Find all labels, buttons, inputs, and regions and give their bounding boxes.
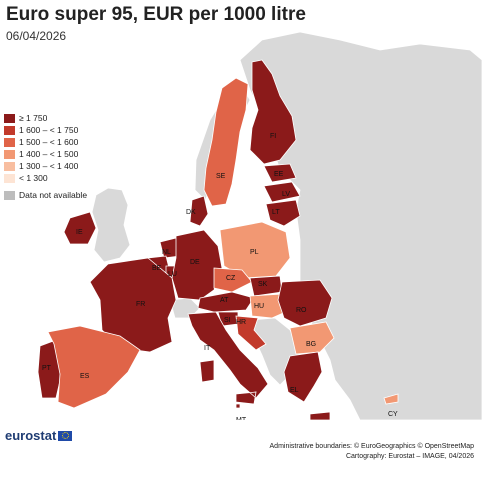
legend-item: < 1 300 xyxy=(4,172,87,184)
legend-swatch xyxy=(4,173,15,183)
country-hr xyxy=(235,315,267,351)
country-pl xyxy=(219,221,291,279)
label-el: EL xyxy=(290,387,299,394)
legend-swatch xyxy=(4,190,15,200)
label-si: SI xyxy=(224,317,231,324)
legend-item: 1 500 – < 1 600 xyxy=(4,136,87,148)
legend-swatch xyxy=(4,125,15,135)
label-it: IT xyxy=(204,345,211,352)
credit-cartography: Cartography: Eurostat – IMAGE, 04/2026 xyxy=(345,452,474,460)
country-se xyxy=(203,77,249,207)
label-nl: NL xyxy=(162,249,171,256)
legend-label: ≥ 1 750 xyxy=(19,113,48,123)
eu-countries xyxy=(37,59,399,420)
legend-label: 1 400 – < 1 500 xyxy=(19,149,79,159)
country-mt xyxy=(235,403,241,409)
label-cz: CZ xyxy=(226,275,236,282)
country-ie xyxy=(63,211,97,245)
country-at xyxy=(197,291,255,313)
country-el xyxy=(283,351,331,420)
label-bg: BG xyxy=(306,341,316,348)
label-hu: HU xyxy=(254,303,264,310)
country-cz xyxy=(213,267,253,293)
europe-map: FI SE EE LV LT DK IE NL BE LU DE PL CZ S… xyxy=(37,31,482,420)
label-pl: PL xyxy=(250,249,259,256)
country-labels: FI SE EE LV LT DK IE NL BE LU DE PL CZ S… xyxy=(42,133,398,420)
legend-item-na: Data not available xyxy=(4,189,87,201)
country-it xyxy=(187,311,269,405)
legend-label: 1 600 – < 1 750 xyxy=(19,125,79,135)
label-ie: IE xyxy=(76,229,83,236)
label-fi: FI xyxy=(270,133,276,140)
country-fi xyxy=(249,59,297,165)
label-cy: CY xyxy=(388,411,398,418)
country-de xyxy=(171,229,223,301)
label-dk: DK xyxy=(186,209,196,216)
label-at: AT xyxy=(220,297,229,304)
eu-flag-icon xyxy=(58,430,73,441)
label-mt: MT xyxy=(236,417,247,420)
country-ro xyxy=(277,279,333,327)
label-fr: FR xyxy=(136,301,145,308)
legend-label: 1 300 – < 1 400 xyxy=(19,161,79,171)
label-be: BE xyxy=(152,265,162,272)
label-se: SE xyxy=(216,173,226,180)
label-lv: LV xyxy=(282,191,290,198)
label-ee: EE xyxy=(274,171,284,178)
map-credits: Administrative boundaries: © EuroGeograp… xyxy=(270,442,474,461)
country-dk xyxy=(189,195,209,227)
country-es xyxy=(47,325,141,409)
map-title: Euro super 95, EUR per 1000 litre xyxy=(6,4,306,25)
legend-label: 1 500 – < 1 600 xyxy=(19,137,79,147)
label-es: ES xyxy=(80,373,90,380)
map-legend: ≥ 1 750 1 600 – < 1 750 1 500 – < 1 600 … xyxy=(4,112,87,201)
legend-item: 1 400 – < 1 500 xyxy=(4,148,87,160)
country-ee xyxy=(263,163,297,183)
legend-item: 1 600 – < 1 750 xyxy=(4,124,87,136)
legend-label: Data not available xyxy=(19,190,88,200)
legend-swatch xyxy=(4,137,15,147)
label-pt: PT xyxy=(42,365,52,372)
non-eu-land xyxy=(91,31,482,420)
legend-swatch xyxy=(4,161,15,171)
legend-item: ≥ 1 750 xyxy=(4,112,87,124)
label-hr: HR xyxy=(236,319,246,326)
country-lt xyxy=(265,199,301,227)
label-lt: LT xyxy=(272,209,280,216)
country-bg xyxy=(289,321,335,355)
country-fr xyxy=(89,257,177,353)
label-lu: LU xyxy=(168,271,177,278)
legend-swatch xyxy=(4,149,15,159)
label-de: DE xyxy=(190,259,200,266)
map-date: 06/04/2026 xyxy=(6,29,67,43)
legend-item: 1 300 – < 1 400 xyxy=(4,160,87,172)
eurostat-logo: eurostat xyxy=(5,428,73,443)
country-lv xyxy=(263,181,301,203)
label-sk: SK xyxy=(258,281,268,288)
legend-swatch xyxy=(4,113,15,123)
logo-text: eurostat xyxy=(5,428,57,443)
country-cy xyxy=(383,393,399,405)
label-ro: RO xyxy=(296,307,307,314)
credit-boundaries: Administrative boundaries: © EuroGeograp… xyxy=(269,443,474,450)
legend-label: < 1 300 xyxy=(19,173,48,183)
